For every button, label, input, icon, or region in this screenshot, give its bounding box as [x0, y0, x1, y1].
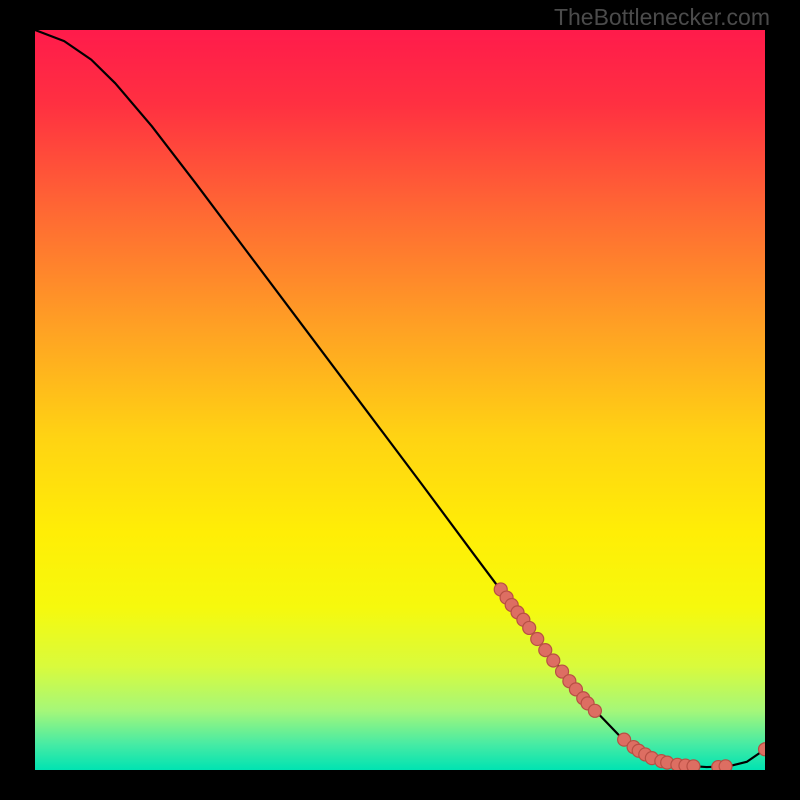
data-marker: [547, 654, 560, 667]
gradient-background: [35, 30, 765, 770]
plot-area: [35, 30, 765, 770]
chart-svg: [35, 30, 765, 770]
data-marker: [719, 760, 732, 770]
data-marker: [531, 633, 544, 646]
data-marker: [588, 704, 601, 717]
data-marker: [687, 760, 700, 770]
watermark-text: TheBottlenecker.com: [554, 4, 770, 31]
chart-frame: TheBottlenecker.com: [0, 0, 800, 800]
data-marker: [523, 621, 536, 634]
